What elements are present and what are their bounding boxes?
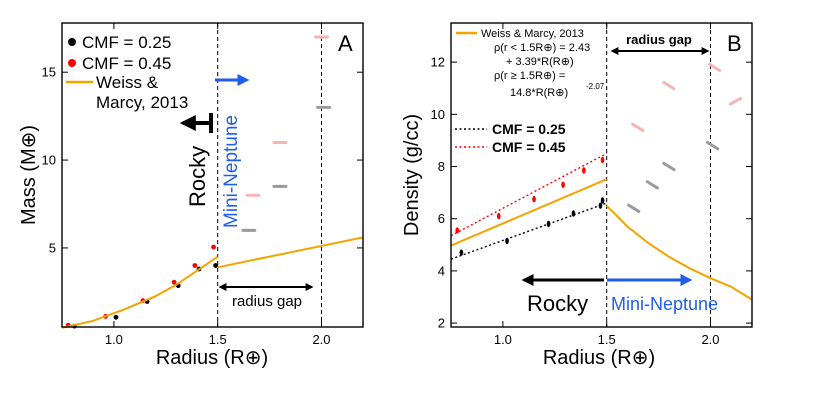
- panel-b-series-0-point-1: [505, 237, 509, 245]
- panel-a-mini-neptune-label: Mini-Neptune: [221, 115, 242, 228]
- panel-a-xtick-label-0: 1.0: [105, 332, 123, 347]
- panel-b-series-0-point-0: [459, 249, 464, 256]
- panel-b-series-1-point-1: [496, 212, 501, 220]
- panel-b-series-1-point-2: [532, 195, 536, 203]
- panel-b-rocky-label: Rocky: [527, 291, 588, 316]
- panel-b-ytick-label-1: 4: [438, 263, 445, 278]
- panel-b-ticks: 1.0 1.5 2.0 2 4 6 8 10 12: [431, 23, 752, 347]
- legend-b-weiss-label: Weiss & Marcy, 2013: [481, 28, 584, 40]
- panel-b-xtick-label-1: 1.5: [598, 332, 616, 347]
- panel-b-series-3-dash-3: [705, 141, 720, 151]
- panel-b-xtick-label-2: 2.0: [701, 332, 719, 347]
- panel-b-series-1-fit-line: [450, 152, 608, 237]
- formula-line-3: ρ(r ≥ 1.5R⊕) =: [494, 70, 565, 82]
- panel-b-ytick-label-3: 8: [438, 159, 445, 174]
- panel-a-radius-gap-label: radius gap: [232, 293, 302, 310]
- formula-line-2: + 3.39*R(R⊕): [506, 56, 574, 68]
- panel-b-series-2-weiss-line-1: [605, 204, 753, 301]
- panel-b-y-axis-label: Density (g/cc): [401, 114, 423, 236]
- panel-b-ytick-label-0: 2: [438, 316, 445, 331]
- legend-weiss-line1: Weiss &: [96, 73, 159, 92]
- panel-b-series-1-point-5: [600, 156, 605, 164]
- panel-b-series-2-weiss-line-0: [450, 178, 608, 247]
- legend-cmf045-label: CMF = 0.45: [82, 54, 171, 73]
- panel-a-xtick-label-2: 2.0: [312, 332, 330, 347]
- panel-a-legend: CMF = 0.25 CMF = 0.45 Weiss & Marcy, 201…: [66, 33, 188, 112]
- panel-b-series-1-point-0: [455, 227, 460, 234]
- panel-b-ytick-label-4: 10: [431, 107, 445, 122]
- panel-b-series-3-dash-0: [627, 203, 641, 213]
- panel-a-ytick-label-2: 15: [42, 65, 56, 80]
- legend-cmf025-label: CMF = 0.25: [82, 33, 171, 52]
- panel-a-rocky-label: Rocky: [185, 146, 210, 207]
- panel-a-axes-frame: [61, 22, 364, 328]
- panel-b-marks: [450, 23, 753, 327]
- panel-b-letter: B: [727, 31, 742, 56]
- panel-a-ticks: 1.0 1.5 2.0 5 10 15: [42, 23, 363, 347]
- panel-b-ytick-label-5: 12: [431, 55, 445, 70]
- panel-b-legend: Weiss & Marcy, 2013 ρ(r < 1.5R⊕) = 2.43 …: [455, 28, 605, 155]
- panel-b-series-0-point-5: [600, 197, 605, 204]
- panel-b-axes-frame: [450, 22, 753, 328]
- panel-a-y-axis-label: Mass (M⊕): [18, 125, 40, 225]
- panel-b-series-0-point-2: [546, 220, 551, 228]
- panel-b-series-3-dash-2: [662, 161, 676, 172]
- panel-b-radius-gap-label: radius gap: [626, 32, 692, 47]
- panel-a-xtick-label-1: 1.5: [209, 332, 227, 347]
- formula-exponent: -2.07: [586, 82, 605, 91]
- panel-a-series-2-weiss-line-0: [61, 255, 219, 329]
- legend-b-cmf045-label: CMF = 0.45: [492, 139, 566, 155]
- formula-line-1: ρ(r < 1.5R⊕) = 2.43: [494, 42, 590, 54]
- panel-b-density-radius: 1.0 1.5 2.0 2 4 6 8 10 12 B Weiss & Marcy, 2013 …: [401, 22, 753, 369]
- panel-b-series-1-point-3: [561, 181, 565, 188]
- panel-a-ytick-label-0: 5: [49, 240, 56, 255]
- legend-cmf045-marker: [68, 59, 76, 67]
- panel-a-series-0-point-1: [113, 314, 119, 320]
- panel-b-series-0-fit-line: [450, 202, 607, 260]
- legend-cmf025-marker: [68, 38, 76, 46]
- panel-b-series-4-dash-2: [708, 62, 722, 72]
- panel-b-xtick-label-0: 1.0: [494, 332, 512, 347]
- panel-b-x-axis-label: Radius (R⊕): [543, 347, 655, 369]
- panel-a-series-2-weiss-line-1: [217, 236, 364, 269]
- panel-b-series-0-point-4: [598, 202, 603, 209]
- panel-a-series-0-point-5: [213, 263, 219, 268]
- panel-a-series-1-point-4: [192, 263, 198, 268]
- legend-weiss-line2: Marcy, 2013: [96, 93, 188, 112]
- formula-line-4: 14.8*R(R⊕): [510, 87, 568, 99]
- panel-b-series-4-dash-1: [662, 80, 676, 91]
- panel-b-ytick-label-2: 6: [438, 211, 445, 226]
- legend-b-cmf025-label: CMF = 0.25: [492, 121, 566, 137]
- panel-a-x-axis-label: Radius (R⊕): [156, 347, 268, 369]
- panel-b-series-4-dash-0: [631, 122, 645, 133]
- panel-a-series-1-point-3: [171, 279, 177, 285]
- panel-b-mini-neptune-label: Mini-Neptune: [611, 294, 718, 314]
- panel-b-series-3-dash-1: [645, 180, 659, 190]
- panel-b-series-0-point-3: [571, 210, 576, 217]
- panel-b-series-1-point-4: [582, 167, 586, 174]
- panel-b-series-4-dash-3: [728, 96, 743, 106]
- panel-a-mass-radius: 1.0 1.5 2.0 5 10 15 A CMF = 0.25 CMF = 0.45 W…: [18, 22, 364, 369]
- panel-a-ytick-label-1: 10: [42, 153, 56, 168]
- panel-a-letter: A: [338, 31, 353, 56]
- panel-a-series-1-point-5: [211, 244, 216, 250]
